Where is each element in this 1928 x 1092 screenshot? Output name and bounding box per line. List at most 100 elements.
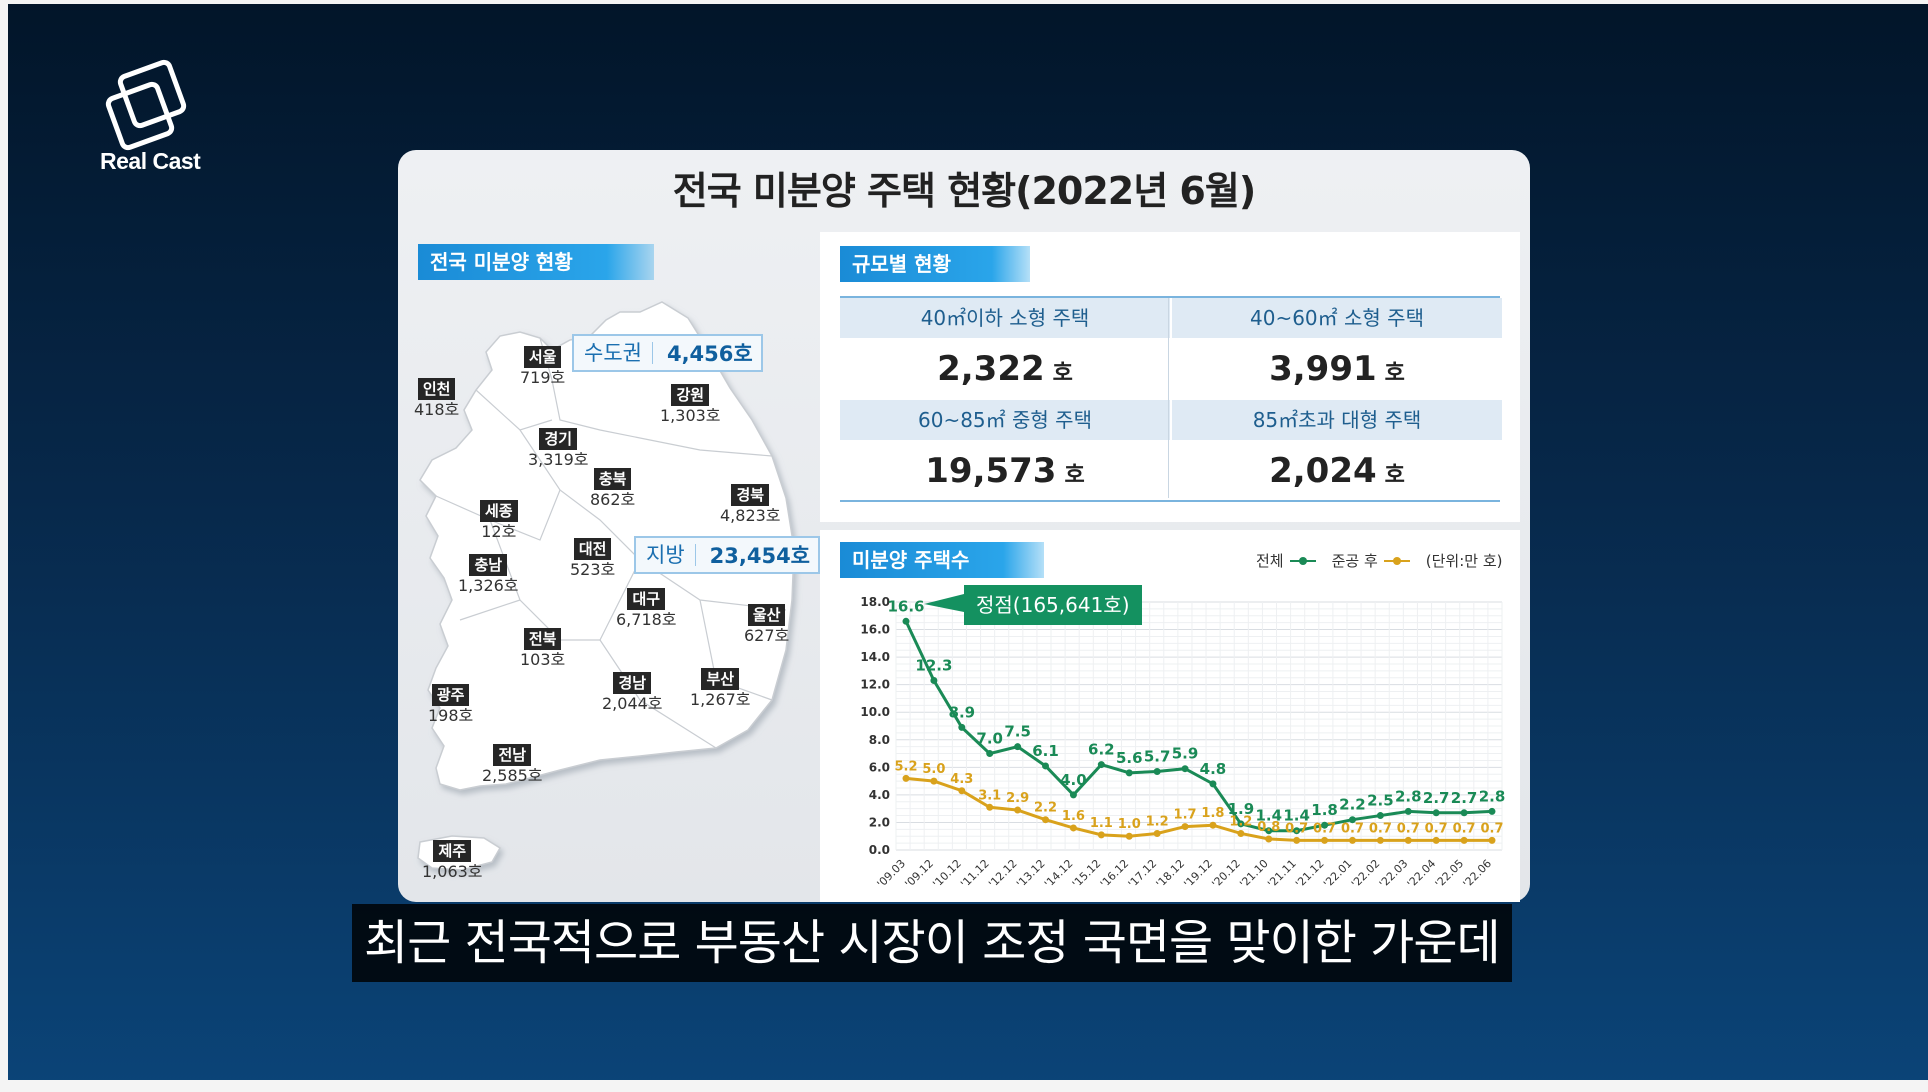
x-tick-label: '22.06 bbox=[1461, 857, 1495, 891]
region-name: 울산 bbox=[747, 604, 786, 626]
size-section-tag: 규모별 현황 bbox=[840, 246, 1030, 282]
x-tick-label: '17.12 bbox=[1126, 857, 1160, 891]
provinces-value: 23,454호 bbox=[709, 544, 810, 568]
region-label: 대전 523호 bbox=[570, 538, 615, 580]
provinces-summary: 지방 23,454호 bbox=[634, 536, 820, 574]
data-point bbox=[1125, 832, 1133, 840]
legend-total-marker bbox=[1289, 556, 1316, 565]
data-label: 5.2 bbox=[894, 759, 917, 774]
x-tick-label: '20.12 bbox=[1209, 857, 1243, 891]
region-value: 523호 bbox=[570, 560, 616, 579]
region-label: 경남 2,044호 bbox=[602, 672, 663, 714]
x-tick-label: '22.04 bbox=[1405, 857, 1439, 891]
data-label: 1.4 bbox=[1283, 807, 1310, 825]
region-label: 강원 1,303호 bbox=[660, 384, 721, 426]
region-name: 경남 bbox=[613, 672, 652, 694]
data-point bbox=[958, 787, 966, 795]
data-label: 0.7 bbox=[1313, 821, 1336, 836]
realcast-logo-icon bbox=[105, 59, 187, 151]
data-label: 2.2 bbox=[1339, 796, 1366, 814]
data-point bbox=[1404, 807, 1412, 815]
size-item-label: 40㎡이하 소형 주택 bbox=[840, 298, 1170, 338]
data-point bbox=[1293, 827, 1301, 835]
region-value: 1,267호 bbox=[690, 690, 751, 709]
size-item-value: 3,991 호 bbox=[1269, 349, 1405, 389]
data-label: 7.0 bbox=[976, 730, 1003, 748]
data-label: 5.9 bbox=[1172, 745, 1199, 763]
data-point bbox=[930, 677, 938, 685]
region-value: 3,319호 bbox=[528, 450, 589, 469]
data-point bbox=[1069, 791, 1077, 799]
y-tick-label: 10.0 bbox=[860, 705, 890, 719]
size-item: 85㎡초과 대형 주택 2,024 호 bbox=[1172, 400, 1502, 502]
data-point bbox=[1321, 821, 1329, 829]
data-label: 2.8 bbox=[1479, 787, 1506, 805]
data-label: 2.7 bbox=[1423, 789, 1450, 807]
data-label: 0.7 bbox=[1397, 821, 1420, 836]
x-tick-label: '16.12 bbox=[1098, 857, 1132, 891]
region-name: 전남 bbox=[493, 744, 532, 766]
provinces-name: 지방 bbox=[636, 544, 696, 566]
region-value: 719호 bbox=[520, 368, 566, 387]
data-label: 1.1 bbox=[1090, 816, 1113, 831]
region-name: 서울 bbox=[523, 346, 562, 368]
region-label: 울산 627호 bbox=[744, 604, 789, 646]
x-tick-label: '19.12 bbox=[1181, 857, 1215, 891]
data-label: 2.5 bbox=[1367, 792, 1394, 810]
region-value: 2,585호 bbox=[482, 766, 543, 785]
region-name: 강원 bbox=[671, 384, 710, 406]
x-tick-label: '22.03 bbox=[1377, 857, 1411, 891]
data-point bbox=[1460, 836, 1468, 844]
data-label: 6.2 bbox=[1088, 741, 1115, 759]
frame-edge-bottom bbox=[0, 1080, 1928, 1092]
size-item: 40~60㎡ 소형 주택 3,991 호 bbox=[1172, 298, 1502, 400]
region-name: 전북 bbox=[523, 628, 562, 650]
data-label: 12.3 bbox=[915, 657, 952, 675]
data-point bbox=[1432, 836, 1440, 844]
data-point bbox=[1042, 816, 1050, 824]
region-value: 627호 bbox=[744, 626, 790, 645]
data-point bbox=[1376, 836, 1384, 844]
region-label: 전남 2,585호 bbox=[482, 744, 543, 786]
capital-area-name: 수도권 bbox=[574, 342, 653, 364]
size-item: 60~85㎡ 중형 주택 19,573 호 bbox=[840, 400, 1170, 502]
data-point bbox=[1181, 823, 1189, 831]
series-total-line bbox=[904, 620, 1493, 833]
data-label: 0.8 bbox=[1257, 820, 1280, 835]
data-point bbox=[1097, 831, 1105, 839]
x-tick-label: '10.12 bbox=[930, 857, 964, 891]
data-point bbox=[1432, 809, 1440, 817]
logo-text: Real Cast bbox=[100, 148, 201, 174]
region-label: 인천 418호 bbox=[414, 378, 459, 420]
region-label: 전북 103호 bbox=[520, 628, 565, 670]
data-label: 7.5 bbox=[1004, 723, 1031, 741]
data-label: 5.0 bbox=[922, 762, 945, 777]
size-item-label: 40~60㎡ 소형 주택 bbox=[1172, 298, 1502, 338]
data-label: 0.7 bbox=[1369, 821, 1392, 836]
series-completed-line bbox=[905, 776, 1492, 842]
y-tick-label: 2.0 bbox=[869, 815, 890, 829]
data-point bbox=[1348, 836, 1356, 844]
x-tick-label: '22.01 bbox=[1321, 857, 1355, 891]
data-point bbox=[1014, 743, 1022, 751]
data-label: 1.2 bbox=[1146, 814, 1169, 829]
frame-edge-left bbox=[0, 0, 8, 1092]
region-label: 경기 3,319호 bbox=[528, 428, 589, 470]
data-point bbox=[1042, 762, 1050, 770]
data-point bbox=[986, 803, 994, 811]
region-value: 1,063호 bbox=[422, 862, 483, 881]
data-label: 0.7 bbox=[1453, 821, 1476, 836]
region-value: 103호 bbox=[520, 650, 566, 669]
data-point bbox=[902, 774, 910, 782]
data-point bbox=[1125, 769, 1133, 777]
data-label: 0.7 bbox=[1425, 821, 1448, 836]
data-label: 5.7 bbox=[1144, 747, 1171, 765]
region-label: 충남 1,326호 bbox=[458, 554, 519, 596]
data-point bbox=[1181, 765, 1189, 773]
region-name: 충북 bbox=[593, 468, 632, 490]
size-item-value: 2,024 호 bbox=[1269, 451, 1405, 491]
legend-unit: (단위:만 호) bbox=[1425, 552, 1503, 570]
region-name: 충남 bbox=[469, 554, 508, 576]
data-point bbox=[1069, 824, 1077, 832]
region-value: 4,823호 bbox=[720, 506, 781, 525]
